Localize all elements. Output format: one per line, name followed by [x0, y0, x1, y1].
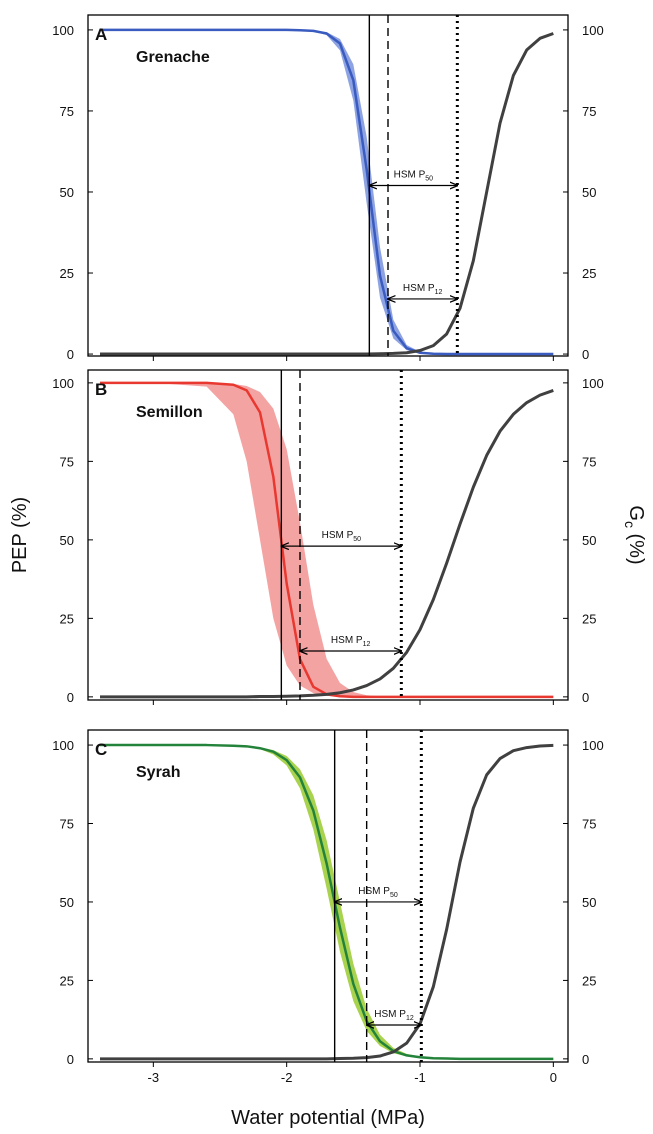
y-tick-label: 100 — [52, 376, 74, 391]
y2-tick-label: 50 — [582, 185, 596, 200]
hsm-label-sub: 12 — [406, 1015, 414, 1022]
plot-frame — [87, 369, 569, 701]
hsm-label: HSM P12 — [331, 635, 371, 648]
hsm-label-sub: 50 — [425, 176, 433, 183]
y2-tick-label: 0 — [582, 347, 589, 362]
y2-tick-label: 75 — [582, 104, 596, 119]
y-tick-label: 0 — [67, 347, 74, 362]
hsm-label: HSM P12 — [374, 1009, 414, 1022]
y2-tick-label: 25 — [582, 973, 596, 988]
y-tick-label: 100 — [52, 23, 74, 38]
hsm-label: HSM P50 — [322, 530, 362, 543]
y2-tick-label: 25 — [582, 611, 596, 626]
panel-title: Semillon — [136, 404, 203, 421]
y-tick-label: 75 — [60, 454, 74, 469]
panel-letter: B — [95, 380, 107, 399]
y-tick-label: 50 — [60, 533, 74, 548]
y2-tick-label: 100 — [582, 23, 604, 38]
y2-tick-label: 100 — [582, 738, 604, 753]
hsm-label-sub: 12 — [363, 641, 371, 648]
hsm-label-text: HSM P — [374, 1009, 406, 1020]
y2-tick-label: 0 — [582, 690, 589, 705]
hsm-label: HSM P50 — [358, 886, 398, 899]
x-axis-title: Water potential (MPa) — [231, 1107, 425, 1129]
panel-title: Grenache — [136, 49, 210, 66]
y2-axis-title: Gc (%) — [622, 505, 647, 564]
hsm-label-text: HSM P — [322, 530, 354, 541]
hsm-label-text: HSM P — [331, 635, 363, 646]
hsm-label-sub: 50 — [353, 536, 361, 543]
hsm-label-text: HSM P — [403, 283, 435, 294]
hsm-label-sub: 12 — [435, 289, 443, 296]
hsm-label: HSM P12 — [403, 283, 443, 296]
hsm-label: HSM P50 — [394, 170, 434, 183]
plot-frame — [87, 729, 569, 1063]
y2-tick-label: 75 — [582, 454, 596, 469]
panel-title: Syrah — [136, 764, 180, 781]
y2-tick-label: 50 — [582, 533, 596, 548]
y-axis-title: PEP (%) — [9, 497, 31, 573]
y-tick-label: 50 — [60, 895, 74, 910]
x-tick-label: -3 — [148, 1070, 160, 1085]
y-tick-label: 75 — [60, 104, 74, 119]
curve — [100, 28, 554, 356]
curve — [100, 32, 554, 356]
y2-axis-title-part: (%) — [625, 528, 647, 565]
y-tick-label: 0 — [67, 1052, 74, 1067]
curve — [100, 381, 554, 699]
y-tick-label: 100 — [52, 738, 74, 753]
y-tick-label: 25 — [60, 266, 74, 281]
y-tick-label: 50 — [60, 185, 74, 200]
y2-tick-label: 75 — [582, 817, 596, 832]
y-tick-label: 25 — [60, 611, 74, 626]
curve — [100, 743, 554, 1061]
curve — [100, 743, 554, 1061]
uncertainty-band — [100, 745, 554, 1059]
plot-frame — [87, 14, 569, 357]
x-tick-label: -1 — [414, 1070, 426, 1085]
y2-tick-label: 25 — [582, 266, 596, 281]
x-tick-label: -2 — [281, 1070, 293, 1085]
panel-letter: A — [95, 25, 107, 44]
hsm-label-sub: 50 — [390, 892, 398, 899]
y2-axis-title-part: G — [625, 505, 647, 521]
y-tick-label: 25 — [60, 973, 74, 988]
y2-tick-label: 100 — [582, 376, 604, 391]
hsm-label-text: HSM P — [358, 886, 390, 897]
curve — [100, 388, 554, 699]
x-tick-label: 0 — [550, 1070, 557, 1085]
y2-tick-label: 50 — [582, 895, 596, 910]
y-tick-label: 0 — [67, 690, 74, 705]
y2-axis-title-part: c — [622, 521, 638, 528]
hsm-label-text: HSM P — [394, 170, 426, 181]
y-tick-label: 75 — [60, 817, 74, 832]
y2-tick-label: 0 — [582, 1052, 589, 1067]
panel-letter: C — [95, 740, 107, 759]
